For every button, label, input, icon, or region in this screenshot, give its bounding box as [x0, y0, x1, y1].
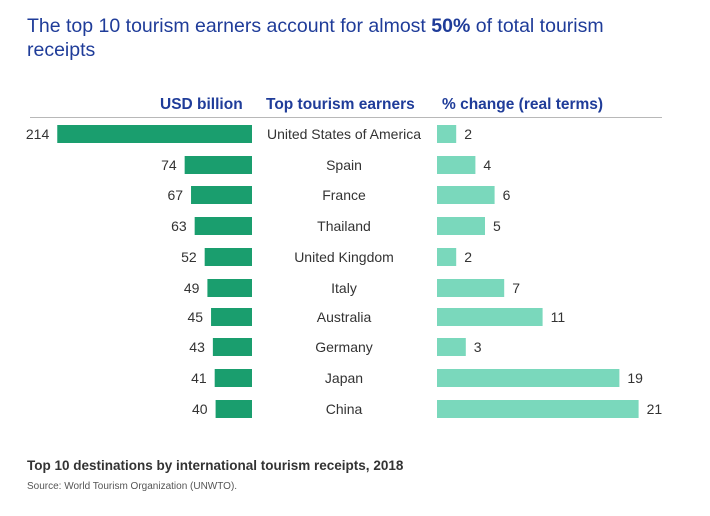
- change-value-label: 2: [464, 249, 472, 265]
- receipts-value-label: 67: [167, 187, 183, 203]
- change-bar: [437, 279, 505, 297]
- change-value-label: 3: [474, 339, 482, 355]
- country-label: Thailand: [317, 218, 371, 234]
- country-label: United Kingdom: [294, 249, 394, 265]
- receipts-bar: [191, 186, 252, 204]
- chart-title: The top 10 tourism earners account for a…: [27, 14, 667, 62]
- receipts-value-label: 45: [187, 309, 203, 325]
- country-label: United States of America: [267, 126, 421, 142]
- change-bar: [437, 308, 543, 326]
- change-value-label: 6: [503, 187, 511, 203]
- change-bar: [437, 186, 495, 204]
- change-bar: [437, 400, 639, 418]
- tourism-chart: 214 United States of America 274 Spain 467 Fr…: [26, 117, 662, 418]
- receipts-bar: [207, 279, 252, 297]
- receipts-bar: [212, 338, 252, 356]
- change-value-label: 4: [483, 157, 491, 173]
- change-value-label: 11: [551, 309, 566, 325]
- header-usd-billion: USD billion: [160, 96, 243, 113]
- header-percent-change: % change (real terms): [442, 96, 604, 113]
- header-top-earners: Top tourism earners: [266, 96, 415, 113]
- receipts-bar: [211, 308, 252, 326]
- receipts-value-label: 52: [181, 249, 197, 265]
- receipts-bar: [214, 369, 252, 387]
- receipts-value-label: 214: [26, 126, 50, 142]
- receipts-value-label: 43: [189, 339, 205, 355]
- footer-title: Top 10 destinations by international tou…: [27, 458, 404, 473]
- change-bar: [437, 369, 620, 387]
- title-highlight: 50%: [431, 15, 471, 37]
- country-label: France: [322, 187, 366, 203]
- change-bar: [437, 125, 457, 143]
- country-label: Italy: [331, 280, 357, 296]
- receipts-value-label: 49: [184, 280, 200, 296]
- receipts-value-label: 40: [192, 401, 208, 417]
- change-value-label: 21: [647, 401, 663, 417]
- receipts-bar: [204, 248, 252, 266]
- receipts-bar: [184, 156, 252, 174]
- change-value-label: 5: [493, 218, 501, 234]
- change-bar: [437, 217, 485, 235]
- country-label: China: [326, 401, 363, 417]
- receipts-bar: [57, 125, 253, 143]
- receipts-bar: [215, 400, 252, 418]
- change-value-label: 2: [464, 126, 472, 142]
- title-text-part1: The top 10 tourism earners account for a…: [27, 15, 432, 37]
- change-value-label: 19: [627, 370, 643, 386]
- country-label: Japan: [325, 370, 363, 386]
- receipts-value-label: 74: [161, 157, 177, 173]
- footer-source: Source: World Tourism Organization (UNWT…: [27, 481, 238, 492]
- chart-rows: 214 United States of America 274 Spain 467 Fr…: [26, 125, 662, 418]
- country-label: Australia: [317, 309, 372, 325]
- title-text-part2: of total tourism receipts: [27, 15, 604, 61]
- receipts-value-label: 63: [171, 218, 187, 234]
- receipts-bar: [194, 217, 252, 235]
- change-bar: [437, 156, 476, 174]
- country-label: Germany: [315, 339, 373, 355]
- change-bar: [437, 248, 457, 266]
- change-bar: [437, 338, 466, 356]
- change-value-label: 7: [512, 280, 520, 296]
- receipts-value-label: 41: [191, 370, 207, 386]
- country-label: Spain: [326, 157, 362, 173]
